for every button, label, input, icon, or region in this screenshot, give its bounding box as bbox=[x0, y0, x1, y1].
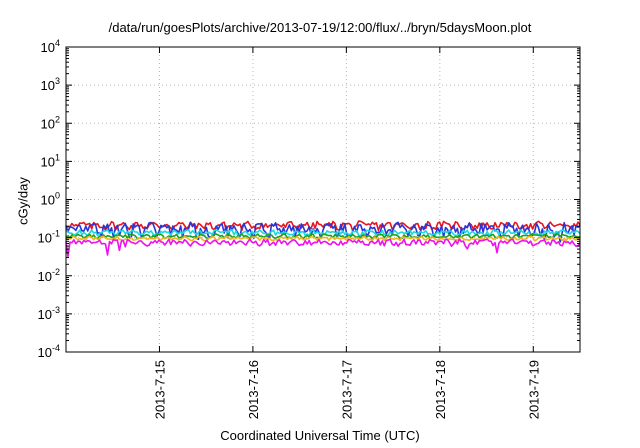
x-tick-label: 2013-7-19 bbox=[526, 360, 541, 419]
y-axis-label: cGy/day bbox=[15, 177, 31, 225]
y-tick-label: 102 bbox=[41, 114, 60, 131]
x-axis-label: Coordinated Universal Time (UTC) bbox=[220, 428, 420, 443]
chart-title: /data/run/goesPlots/archive/2013-07-19/1… bbox=[108, 20, 532, 35]
y-tick-label: 10-4 bbox=[38, 343, 60, 360]
y-tick-label: 10-2 bbox=[38, 267, 60, 284]
series-line bbox=[65, 228, 581, 238]
series-line bbox=[65, 238, 581, 258]
y-tick-label: 10-3 bbox=[38, 305, 60, 322]
y-tick-label: 10-1 bbox=[38, 229, 60, 246]
tick-layer bbox=[66, 46, 580, 353]
x-tick-label: 2013-7-16 bbox=[246, 360, 261, 419]
series-layer bbox=[65, 220, 581, 258]
y-tick-label: 103 bbox=[41, 76, 60, 93]
grid-layer bbox=[66, 46, 580, 353]
y-tick-label: 100 bbox=[41, 191, 60, 208]
series-line bbox=[65, 221, 581, 243]
x-tick-label: 2013-7-18 bbox=[433, 360, 448, 419]
series-line bbox=[65, 235, 581, 242]
x-tick-label: 2013-7-17 bbox=[339, 360, 354, 419]
y-tick-label: 101 bbox=[41, 152, 60, 169]
x-tick-label: 2013-7-15 bbox=[152, 360, 167, 419]
series-line bbox=[65, 233, 581, 240]
tick-label-layer: 10-4 10-3 10-2 10-1 100 101 102 103 104 2013-7-15… bbox=[38, 38, 542, 419]
y-tick-label: 104 bbox=[41, 38, 60, 55]
